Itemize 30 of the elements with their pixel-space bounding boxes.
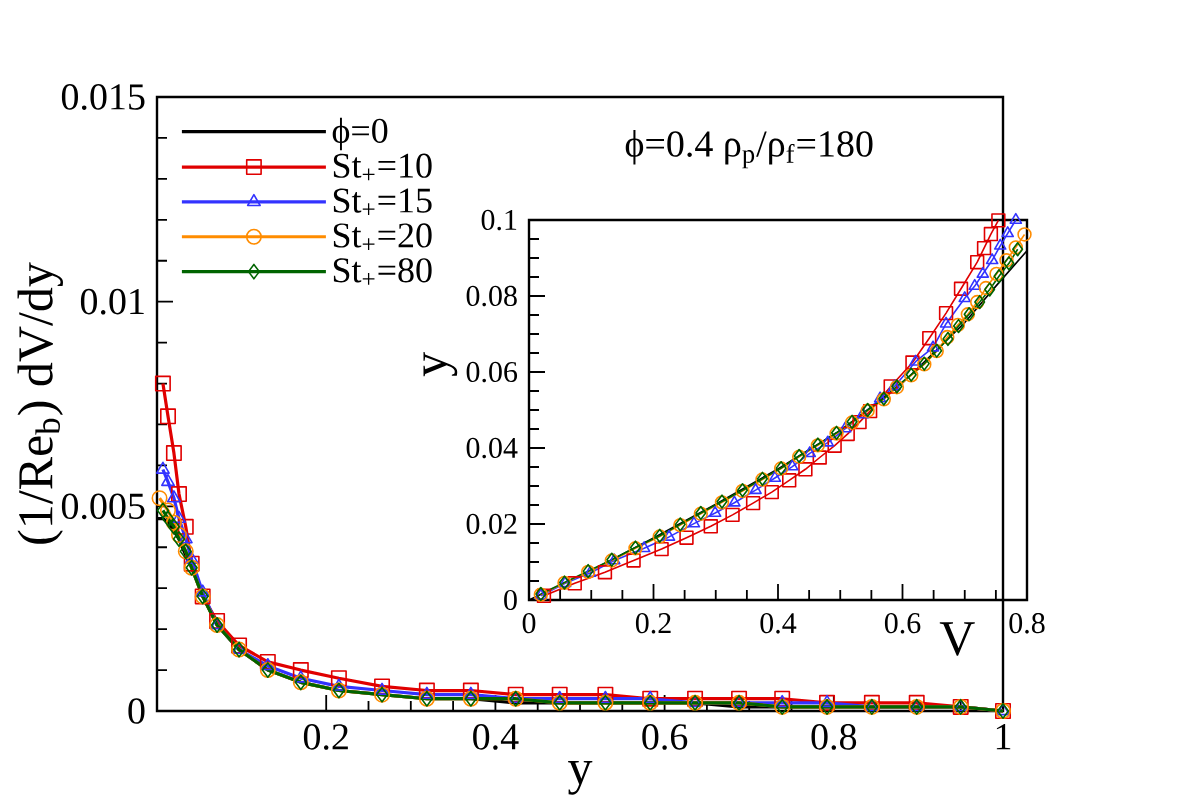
y-tick-label: 0.04 [466,437,518,459]
y-tick-label: 0.02 [466,513,517,535]
x-tick-label: 0.4 [760,613,797,634]
y-tick-label: 0 [128,698,145,724]
y-axis-title: y [423,352,458,377]
y-tick-label: 0.06 [466,361,518,383]
x-axis-title: V [939,622,975,656]
y-tick-label: 0.01 [80,288,144,315]
x-tick-label: 0.2 [303,724,348,750]
y-axis-title: (1/Re$_{b}$) dV/dy [17,262,63,544]
annotation: ϕ=0.4 ρ$_{p}$/ρ$_{f}$=180 [625,130,873,169]
y-tick-label: 0.005 [61,493,145,520]
y-tick-label: 0.015 [61,84,145,110]
x-axis-title: y [568,761,593,795]
x-tick-label: 0.6 [642,724,688,750]
legend-label: St$_{+}$=15 [333,188,432,215]
legend-label: St$_{+}$=80 [333,258,432,285]
y-tick-label: 0 [504,589,517,611]
x-tick-label: 0.6 [884,613,921,634]
x-tick-label: 0.8 [811,724,857,750]
legend-label: St$_{+}$=20 [333,223,432,250]
x-tick-label: 0 [522,613,536,634]
legend-label: ϕ=0 [332,117,388,151]
x-tick-label: 0.4 [473,724,519,750]
y-tick-label: 0.1 [481,209,517,231]
legend-label: St$_{+}$=10 [333,153,432,181]
x-tick-label: 1 [996,724,1011,750]
y-tick-label: 0.08 [466,285,517,307]
x-tick-label: 0.8 [1009,613,1045,634]
x-tick-label: 0.2 [635,613,671,634]
